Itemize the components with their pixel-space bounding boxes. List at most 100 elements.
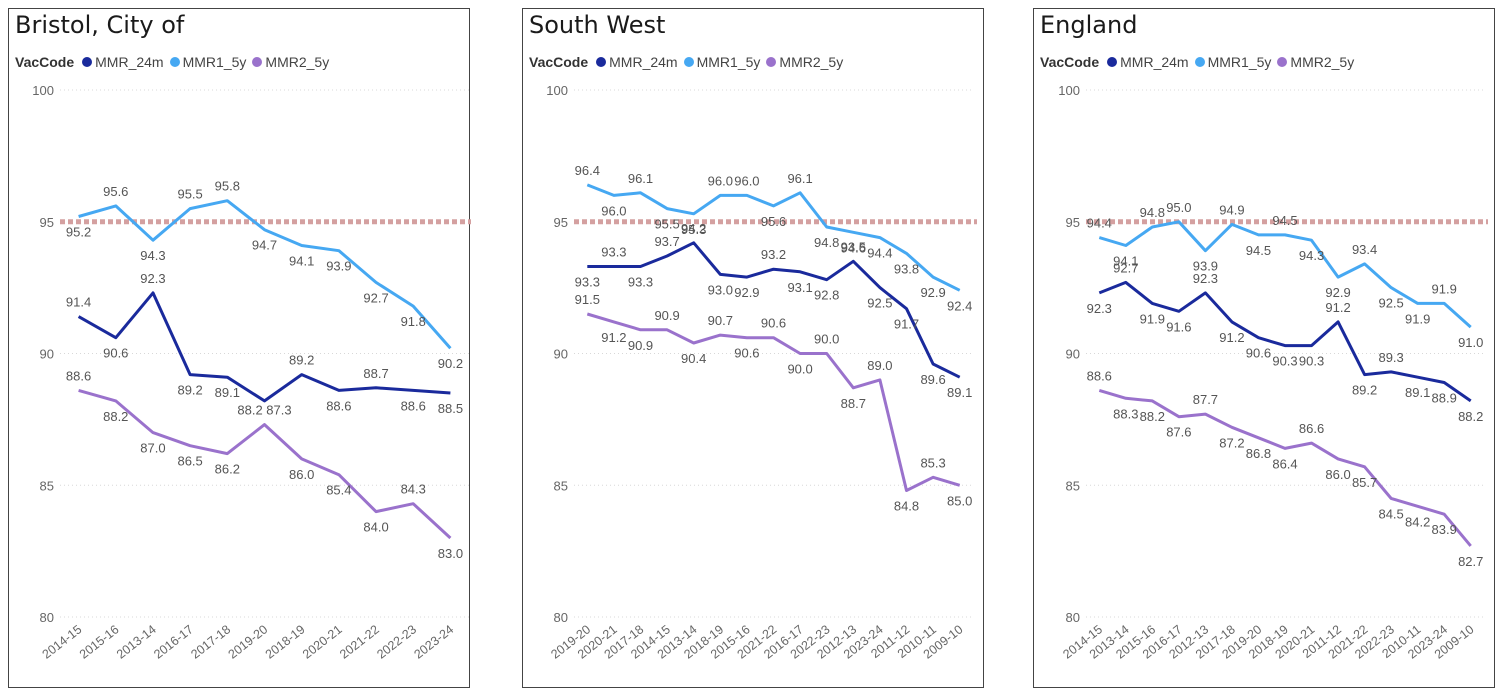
data-label: 87.6 [1166, 425, 1191, 440]
data-label: 93.8 [894, 261, 919, 276]
x-tick-label: 2018-19 [263, 622, 308, 661]
data-label: 93.2 [761, 247, 786, 262]
data-label: 92.9 [920, 285, 945, 300]
y-tick-label: 100 [546, 83, 568, 98]
data-label: 94.7 [252, 238, 277, 253]
data-label: 90.3 [1299, 354, 1324, 369]
data-label: 93.3 [628, 275, 653, 290]
data-label: 96.0 [601, 203, 626, 218]
legend-dot-icon [1107, 57, 1118, 67]
x-tick-label: 2015-16 [77, 622, 122, 661]
legend-dot-icon [683, 57, 694, 67]
legend-dot-icon [1194, 57, 1205, 67]
x-tick-label: 2019-20 [226, 622, 271, 661]
data-label: 84.0 [363, 520, 388, 535]
legend-item-mmr-24m[interactable]: MMR_24m [596, 54, 678, 70]
data-label: 89.6 [920, 372, 945, 387]
data-label: 93.5 [841, 239, 866, 254]
legend-dot-icon [766, 57, 777, 67]
data-label: 86.0 [289, 467, 314, 482]
data-label: 86.5 [177, 454, 202, 469]
chart-title: South West [529, 11, 666, 39]
series-line-mmr-24m [1098, 280, 1472, 403]
x-tick-label: 2023-24 [411, 622, 456, 661]
data-label: 94.9 [1219, 202, 1244, 217]
data-label: 84.3 [401, 482, 426, 497]
legend-item-mmr1-5y[interactable]: MMR1_5y [169, 54, 246, 70]
data-label: 89.1 [215, 385, 240, 400]
data-label: 94.4 [867, 246, 892, 261]
data-label: 93.9 [1193, 259, 1218, 274]
data-label: 85.3 [920, 455, 945, 470]
data-label: 91.6 [1166, 319, 1191, 334]
data-label: 88.9 [1432, 390, 1457, 405]
data-label: 88.6 [66, 368, 91, 383]
y-tick-label: 95 [1066, 215, 1080, 230]
data-label: 96.4 [575, 163, 600, 178]
legend-item-mmr2-5y[interactable]: MMR2_5y [766, 54, 843, 70]
legend-dot-icon [252, 57, 263, 67]
legend-item-mmr-24m[interactable]: MMR_24m [82, 54, 164, 70]
data-label: 93.3 [601, 245, 626, 260]
data-label: 95.3 [681, 222, 706, 237]
x-tick-label: 2020-21 [300, 622, 345, 661]
data-label: 93.4 [1352, 242, 1377, 257]
y-tick-label: 85 [40, 478, 54, 493]
legend-item-mmr1-5y[interactable]: MMR1_5y [1194, 54, 1272, 70]
data-label: 92.9 [1325, 285, 1350, 300]
data-label: 91.7 [894, 317, 919, 332]
legend-item-mmr2-5y[interactable]: MMR2_5y [1277, 54, 1354, 70]
data-label: 91.4 [66, 295, 91, 310]
data-label: 92.5 [1378, 296, 1403, 311]
legend-label: MMR2_5y [779, 54, 844, 70]
legend-dot-icon [82, 57, 93, 67]
data-label: 93.1 [787, 280, 812, 295]
data-label: 86.8 [1246, 446, 1271, 461]
data-label: 96.1 [787, 171, 812, 186]
data-label: 95.6 [761, 214, 786, 229]
data-label: 92.7 [363, 290, 388, 305]
legend-label: MMR2_5y [1290, 54, 1355, 70]
data-label: 86.4 [1272, 456, 1297, 471]
legend-item-mmr1-5y[interactable]: MMR1_5y [683, 54, 760, 70]
data-label: 96.1 [628, 171, 653, 186]
data-label: 92.3 [140, 271, 165, 286]
data-label: 88.2 87.3 [237, 403, 291, 418]
data-label: 88.7 [363, 366, 388, 381]
legend-item-mmr-24m[interactable]: MMR_24m [1107, 54, 1189, 70]
y-tick-label: 95 [40, 215, 54, 230]
legend-label: MMR1_5y [1207, 54, 1272, 70]
series-line-mmr2-5y [78, 388, 452, 540]
legend-label: MMR_24m [95, 54, 164, 70]
legend-label: MMR_24m [1120, 54, 1189, 70]
y-tick-label: 80 [554, 610, 568, 625]
data-label: 90.6 [1246, 346, 1271, 361]
data-label: 91.9 [1140, 311, 1165, 326]
chart-plot: 808590951002014-152013-142015-162016-172… [1058, 83, 1488, 662]
data-label: 90.6 [734, 346, 759, 361]
data-label: 82.7 [1458, 554, 1483, 569]
legend[interactable]: VacCode MMR_24m MMR1_5y MMR2_5y [529, 54, 849, 70]
data-label: 90.6 [761, 316, 786, 331]
data-label: 84.2 [1405, 514, 1430, 529]
data-label: 84.5 [1378, 506, 1403, 521]
data-label: 89.2 [177, 383, 202, 398]
data-label: 94.4 [1087, 216, 1112, 231]
data-label: 92.9 [734, 285, 759, 300]
data-label: 83.0 [438, 546, 463, 561]
data-label: 92.8 [814, 288, 839, 303]
data-label: 89.2 [1352, 383, 1377, 398]
legend-title: VacCode [529, 54, 589, 70]
data-label: 88.3 [1113, 406, 1138, 421]
y-tick-label: 90 [40, 347, 54, 362]
data-label: 90.7 [708, 313, 733, 328]
legend[interactable]: VacCode MMR_24m MMR1_5y MMR2_5y [15, 54, 335, 70]
data-label: 93.9 [326, 259, 351, 274]
data-label: 88.6 [1087, 368, 1112, 383]
chart-plot: 808590951002019-202020-212017-182014-152… [546, 83, 977, 662]
x-tick-label: 2017-18 [188, 622, 233, 661]
data-label: 88.7 [841, 396, 866, 411]
legend-item-mmr2-5y[interactable]: MMR2_5y [252, 54, 329, 70]
legend[interactable]: VacCode MMR_24m MMR1_5y MMR2_5y [1040, 54, 1360, 70]
x-tick-label: 2014-15 [40, 622, 85, 661]
